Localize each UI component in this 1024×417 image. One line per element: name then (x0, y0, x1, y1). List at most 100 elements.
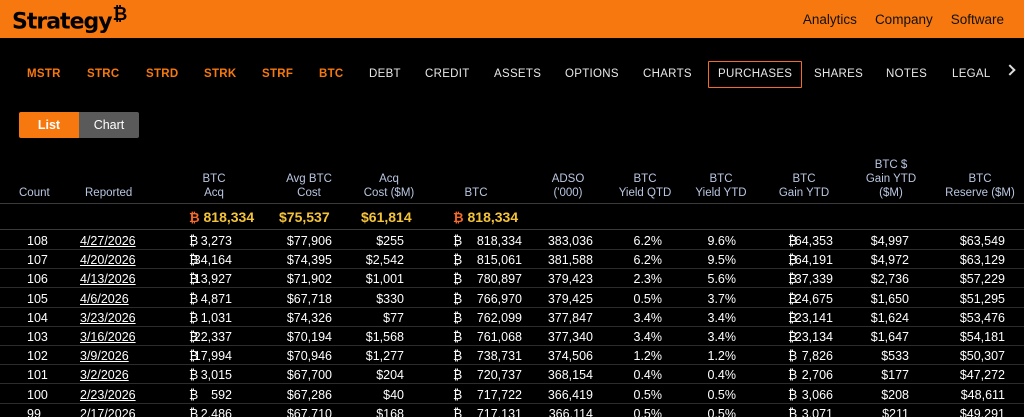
row-count: 100 (27, 387, 48, 402)
col-btc[interactable]: BTC (464, 187, 488, 199)
bitcoin-icon: ₿ (453, 406, 463, 417)
row-reported-link[interactable]: 4/20/2026 (80, 253, 136, 268)
tab-credit[interactable]: CREDIT (425, 68, 470, 80)
col-yield-qtd[interactable]: BTC Yield QTD (618, 173, 672, 199)
cell-yield-ytd: 0.5% (707, 387, 737, 402)
cell-acq-cost: $330 (376, 291, 404, 306)
cell-avg-cost: $70,194 (286, 330, 332, 344)
row-reported-link[interactable]: 4/27/2026 (80, 234, 136, 248)
tab-options[interactable]: OPTIONS (565, 68, 619, 80)
totals-divider (0, 229, 1024, 230)
table-row: 107 4/20/2026 ₿ 34,164 $74,395 $2,542 ₿ 815,061… (0, 250, 1024, 270)
col-reserve[interactable]: BTC Reserve ($M) (945, 173, 1015, 199)
cell-yield-qtd: 6.2% (633, 253, 663, 268)
top-bar: Strategy₿ Analytics Company Software (0, 0, 1024, 38)
cell-reserve: $51,295 (959, 291, 1005, 306)
tab-assets[interactable]: ASSETS (494, 68, 542, 80)
cell-btc: 738,731 (476, 349, 522, 364)
row-reported-link[interactable]: 4/6/2026 (80, 291, 129, 306)
row-reported-link[interactable]: 3/2/2026 (80, 368, 129, 383)
bitcoin-icon: ₿ (189, 349, 199, 364)
bitcoin-icon: ₿ (189, 406, 199, 417)
bitcoin-icon: ₿ (788, 368, 798, 383)
row-count: 103 (27, 330, 48, 344)
row-count: 108 (27, 234, 48, 248)
cell-acq-cost: $1,277 (365, 349, 404, 364)
cell-adso: 377,847 (547, 310, 593, 325)
cell-btc-acq: 17,994 (193, 349, 232, 364)
total-btc: ₿ 818,334 (453, 209, 519, 225)
tab-strf[interactable]: STRF (262, 68, 294, 80)
cell-btc-acq: 2,486 (200, 406, 232, 417)
strategy-logo[interactable]: Strategy₿ (12, 4, 127, 34)
cell-gain-usd: $211 (882, 406, 909, 417)
cell-acq-cost: $1,568 (365, 330, 404, 344)
tab-mstr[interactable]: MSTR (27, 68, 61, 80)
col-gain-usd[interactable]: BTC $ Gain YTD ($M) (865, 159, 917, 199)
cell-avg-cost: $74,395 (286, 253, 332, 268)
tab-notes[interactable]: NOTES (886, 68, 928, 80)
nav-company[interactable]: Company (874, 12, 933, 27)
cell-gain-ytd: 3,066 (801, 387, 833, 402)
row-reported-link[interactable]: 3/16/2026 (80, 330, 136, 344)
row-count: 106 (27, 272, 48, 287)
cell-yield-ytd: 5.6% (707, 272, 737, 287)
bitcoin-icon: ₿ (453, 234, 463, 248)
cell-btc-acq: 592 (211, 387, 232, 402)
col-btc-acq[interactable]: BTC Acq (202, 173, 226, 199)
col-reported[interactable]: Reported (85, 187, 133, 199)
tab-purchases[interactable]: PURCHASES (708, 61, 803, 88)
row-reported-link[interactable]: 2/23/2026 (80, 387, 136, 402)
tab-legal[interactable]: LEGAL (952, 68, 991, 80)
cell-gain-usd: $1,624 (870, 310, 909, 325)
cell-gain-ytd: 64,353 (794, 234, 833, 248)
bitcoin-icon: ₿ (788, 387, 798, 402)
cell-avg-cost: $71,902 (286, 272, 332, 287)
row-reported-link[interactable]: 3/23/2026 (80, 310, 136, 325)
row-reported-link[interactable]: 3/9/2026 (80, 349, 129, 364)
bitcoin-icon: ₿ (453, 387, 463, 402)
cell-gain-ytd: 24,675 (794, 291, 833, 306)
row-reported-link[interactable]: 4/13/2026 (80, 272, 136, 287)
totals-row: ₿ 818,334 $75,537 $61,814 ₿ 818,334 (0, 206, 1024, 226)
tab-strd[interactable]: STRD (146, 68, 179, 80)
cell-avg-cost: $67,700 (286, 368, 332, 383)
col-yield-ytd[interactable]: BTC Yield YTD (695, 173, 747, 199)
bitcoin-icon: ₿ (453, 291, 463, 306)
cell-acq-cost: $204 (376, 368, 404, 383)
table-row: 100 2/23/2026 ₿ 592 $67,286 $40 ₿ 717,722 366,41… (0, 385, 1024, 404)
total-acq-cost: $61,814 (361, 209, 412, 225)
nav-analytics[interactable]: Analytics (802, 12, 857, 27)
cell-yield-qtd: 6.2% (633, 234, 663, 248)
cell-gain-usd: $4,972 (870, 253, 909, 268)
cell-reserve: $54,181 (959, 330, 1005, 344)
cell-yield-qtd: 1.2% (633, 349, 663, 364)
col-adso[interactable]: ADSO ('000) (551, 173, 585, 199)
cell-acq-cost: $255 (376, 234, 404, 248)
bitcoin-icon: ₿ (788, 330, 798, 344)
nav-software[interactable]: Software (950, 12, 1004, 27)
cell-gain-ytd: 23,141 (794, 310, 833, 325)
tab-debt[interactable]: DEBT (369, 68, 401, 80)
col-avg-cost[interactable]: Avg BTC Cost (286, 173, 332, 199)
cell-btc: 762,099 (476, 310, 522, 325)
row-reported-link[interactable]: 2/17/2026 (80, 406, 136, 417)
col-acq-cost[interactable]: Acq Cost ($M) (363, 173, 415, 199)
tab-charts[interactable]: CHARTS (643, 68, 692, 80)
tab-strk[interactable]: STRK (204, 68, 237, 80)
chart-view-button[interactable]: Chart (79, 112, 139, 138)
cell-btc: 717,722 (476, 387, 522, 402)
tab-shares[interactable]: SHARES (814, 68, 864, 80)
bitcoin-icon: ₿ (189, 210, 200, 225)
cell-btc-acq: 34,164 (193, 253, 232, 268)
bitcoin-icon: ₿ (189, 272, 199, 287)
cell-yield-qtd: 0.4% (633, 368, 663, 383)
col-count[interactable]: Count (19, 187, 50, 199)
tab-btc[interactable]: BTC (319, 68, 344, 80)
list-view-button[interactable]: List (19, 112, 79, 138)
bitcoin-icon: ₿ (189, 310, 199, 325)
tab-strc[interactable]: STRC (87, 68, 120, 80)
col-gain-ytd[interactable]: BTC Gain YTD (778, 173, 830, 199)
bitcoin-icon: ₿ (189, 368, 199, 383)
cell-gain-usd: $1,647 (870, 330, 909, 344)
